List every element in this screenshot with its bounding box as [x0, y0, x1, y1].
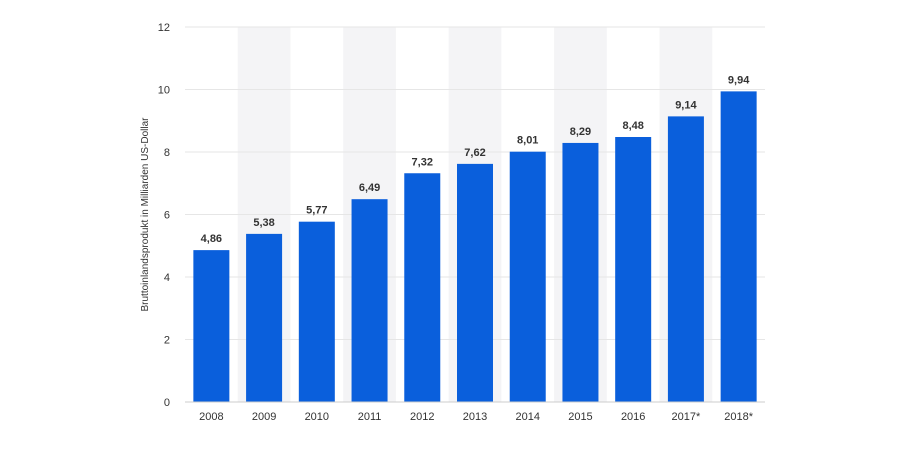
bar	[457, 163, 493, 402]
x-tick-label: 2011	[358, 411, 382, 423]
x-tick-label: 2008	[199, 411, 223, 423]
bar	[298, 221, 335, 402]
x-tick-label: 2016	[621, 411, 645, 423]
bar	[509, 151, 546, 402]
y-tick-label: 8	[164, 147, 170, 159]
bar	[193, 250, 230, 402]
bar	[615, 137, 652, 402]
data-label: 4,86	[201, 233, 222, 245]
x-tick-label: 2015	[568, 411, 592, 423]
x-tick-label: 2017*	[672, 411, 701, 423]
bar	[404, 173, 441, 402]
data-label: 9,94	[728, 74, 750, 86]
data-label: 8,01	[517, 135, 538, 147]
bar	[246, 233, 283, 402]
data-label: 5,77	[306, 205, 327, 217]
bars	[193, 91, 757, 402]
data-labels: 4,86 5,38 5,77 6,49 7,32 7,62 8,01 8,29 8,48 9,14…	[201, 74, 751, 245]
x-tick-label: 2009	[252, 411, 276, 423]
bar	[720, 91, 757, 402]
y-axis-title: Bruttoinlandsprodukt in Milliarden US-Do…	[140, 117, 151, 312]
y-tick-label: 12	[158, 22, 170, 34]
data-label: 6,49	[359, 182, 380, 194]
data-label: 7,32	[412, 156, 433, 168]
x-tick-label: 2010	[305, 411, 329, 423]
data-label: 9,14	[675, 99, 697, 111]
bar	[667, 116, 704, 402]
y-tick-label: 4	[164, 272, 170, 284]
data-label: 8,48	[622, 120, 643, 132]
y-tick-label: 6	[164, 210, 170, 222]
data-label: 5,38	[253, 217, 274, 229]
bar	[562, 142, 599, 402]
y-tick-label: 2	[164, 335, 170, 347]
data-label: 7,62	[464, 147, 485, 159]
x-axis-ticks: 2008 2009 2010 2011 2012 2013 2014 2015 2016 2017…	[199, 411, 754, 423]
x-tick-label: 2018*	[724, 411, 753, 423]
data-label: 8,29	[570, 126, 591, 138]
y-axis-ticks: 0 2 4 6 8 10 12	[158, 22, 170, 409]
y-tick-label: 0	[164, 397, 170, 409]
bar	[351, 199, 388, 402]
x-tick-label: 2013	[463, 411, 487, 423]
y-tick-label: 10	[158, 85, 170, 97]
x-tick-label: 2014	[515, 411, 539, 423]
x-tick-label: 2012	[410, 411, 434, 423]
